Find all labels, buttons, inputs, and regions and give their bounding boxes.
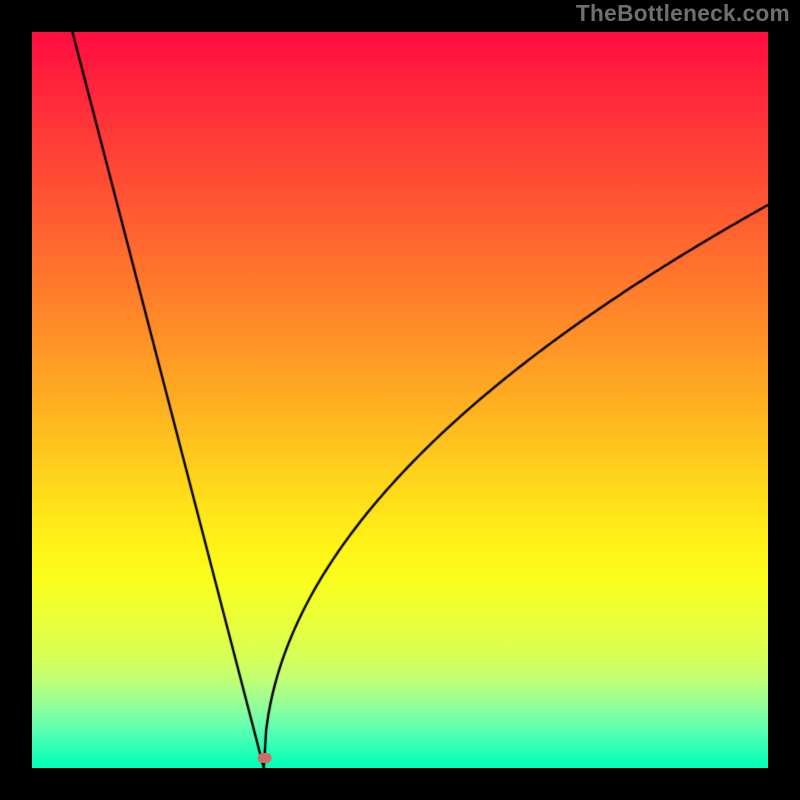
bottleneck-curve: [32, 32, 768, 768]
min-marker: [257, 753, 272, 763]
root-container: TheBottleneck.com: [0, 0, 800, 800]
plot-area: [32, 32, 768, 768]
watermark-text: TheBottleneck.com: [576, 0, 790, 27]
